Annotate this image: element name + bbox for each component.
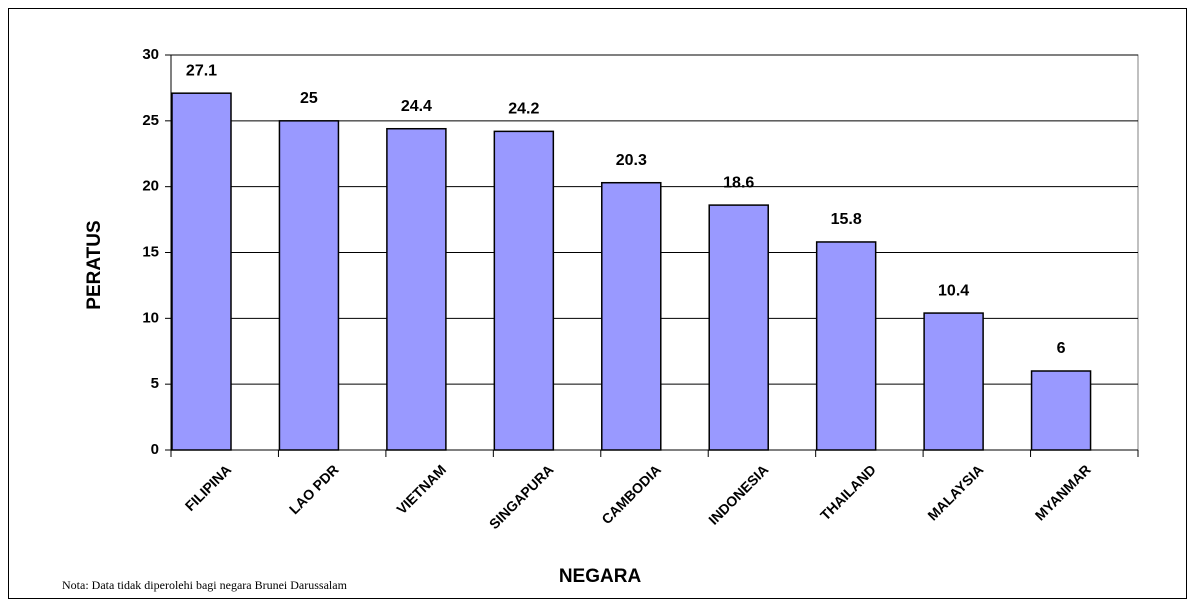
bar: [601, 181, 662, 451]
bar: [278, 120, 340, 451]
bar: [923, 312, 984, 451]
bar: [708, 204, 769, 451]
note: Nota: Data tidak diperolehi bagi negara …: [62, 578, 348, 592]
bar: [1030, 370, 1092, 451]
y-tick-label: 15: [142, 243, 159, 260]
value-label: 25: [300, 90, 318, 107]
bar: [386, 127, 447, 451]
value-label: 24.2: [508, 101, 539, 118]
bar: [171, 92, 232, 451]
value-label: 18.6: [723, 174, 754, 191]
y-tick-label: 10: [142, 309, 159, 326]
bar: [815, 241, 877, 451]
value-label: 6: [1057, 340, 1066, 357]
x-axis-title: NEGARA: [559, 566, 642, 587]
value-label: 15.8: [831, 211, 862, 228]
value-label: 20.3: [616, 152, 647, 169]
y-axis-title: PERATUS: [84, 220, 105, 309]
y-tick-label: 0: [151, 441, 159, 458]
y-tick-label: 30: [142, 46, 159, 63]
value-label: 27.1: [186, 62, 217, 79]
y-tick-label: 20: [142, 178, 159, 195]
bar: [493, 130, 555, 451]
y-tick-label: 25: [142, 112, 159, 129]
value-label: 24.4: [401, 98, 432, 115]
value-label: 10.4: [938, 282, 969, 299]
y-tick-label: 5: [151, 375, 159, 392]
